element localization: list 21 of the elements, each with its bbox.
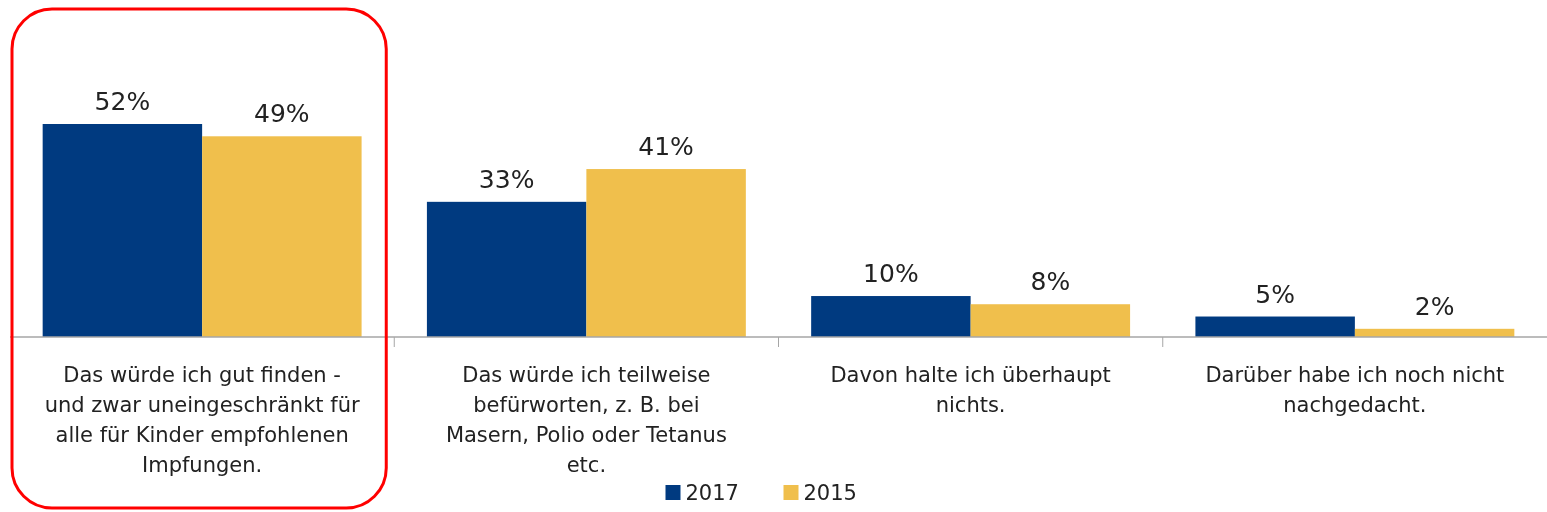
data-label: 10% xyxy=(863,259,919,289)
bar xyxy=(970,304,1131,337)
data-label: 49% xyxy=(254,99,310,129)
bar xyxy=(42,124,203,337)
data-label: 5% xyxy=(1255,279,1295,309)
bar xyxy=(202,136,362,337)
data-label: 52% xyxy=(94,87,151,116)
x-tick-label: Das würde ich teilweise befürworten, z. B. bei Masern, Polio oder Tetanus etc. xyxy=(445,363,727,477)
bar xyxy=(426,201,587,337)
data-label: 2% xyxy=(1414,291,1455,321)
bar xyxy=(811,296,971,337)
bar xyxy=(586,169,746,337)
legend-label: 2015 xyxy=(803,481,857,505)
data-label: 33% xyxy=(478,164,535,194)
x-tick-label: Davon halte ich überhaupt nichts. xyxy=(830,363,1111,417)
data-label: 8% xyxy=(1030,267,1071,297)
data-label: 41% xyxy=(638,132,694,162)
x-tick-label: Darüber habe ich noch nicht nachgedacht. xyxy=(1205,363,1505,417)
legend-label: 2017 xyxy=(685,481,739,505)
x-tick-label: Das würde ich gut finden - und zwar uneingeschränkt für alle für Kinder empfohlenen Impfungen. xyxy=(44,363,360,477)
bar xyxy=(1195,316,1355,337)
